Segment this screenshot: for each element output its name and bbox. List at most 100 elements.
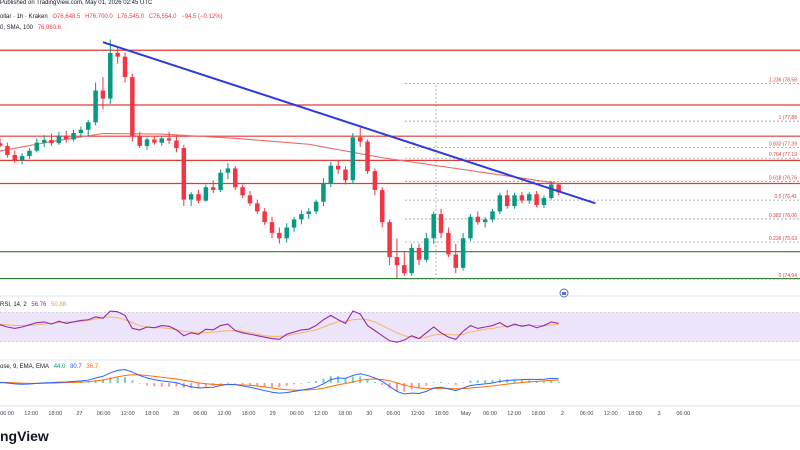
price-candle xyxy=(203,184,209,202)
candle-body xyxy=(291,219,297,228)
macd-v3: 36.7 xyxy=(86,364,99,370)
macd-histogram-bar xyxy=(271,383,273,388)
candle-body xyxy=(49,139,54,144)
candle-body xyxy=(534,194,539,205)
macd-histogram-bar xyxy=(366,379,369,383)
x-tick-label: 06:00 xyxy=(97,411,111,417)
sma-label[interactable]: 0, SMA, 100 xyxy=(0,25,34,31)
time-axis: 06:00 12:00 18:00 27 06:00 12:00 18:00 28 06:00 1… xyxy=(0,295,800,417)
x-tick-label: 30 xyxy=(366,411,372,417)
candle-body xyxy=(63,135,69,140)
macd-histogram-bar xyxy=(469,380,472,383)
price-candle xyxy=(247,190,253,207)
price-candle xyxy=(504,189,510,209)
candle-body xyxy=(71,132,76,140)
macd-histogram-bar xyxy=(138,383,141,384)
symbol-label[interactable]: ollar · 1h · Kraken xyxy=(0,14,48,20)
symbol-header: ollar · 1h · Kraken O76,648.5 H76,700.0 … xyxy=(0,14,226,20)
candle-body xyxy=(255,203,260,212)
macd-histogram-bar xyxy=(395,383,398,392)
candle-body xyxy=(262,211,267,223)
price-candle xyxy=(5,142,10,158)
macd-histogram-bar xyxy=(293,383,296,385)
price-candle xyxy=(210,180,216,194)
price-candle xyxy=(12,150,17,164)
macd-histogram-bar xyxy=(116,376,119,383)
candle-body xyxy=(34,142,40,151)
x-tick-label: 18:00 xyxy=(628,411,642,417)
fib-label: 0.5 (76,41 xyxy=(774,194,797,200)
candle-body xyxy=(41,139,47,143)
macd-histogram-bar xyxy=(454,383,457,385)
ohlc-close: C76,554.0 xyxy=(148,14,177,20)
ohlc-high: H76,700.0 xyxy=(85,14,113,20)
candle-body xyxy=(335,165,341,170)
candle-body xyxy=(541,197,547,205)
lock-icon[interactable] xyxy=(559,288,569,298)
price-candle xyxy=(269,216,275,239)
candle-body xyxy=(446,232,451,255)
macd-signal-line xyxy=(0,374,559,391)
candle-body xyxy=(19,156,25,161)
x-tick-label: 06:00 xyxy=(580,411,594,417)
price-candle xyxy=(343,166,348,185)
macd-pane xyxy=(0,369,560,395)
published-line: Published on TradingView.com, May 01, 20… xyxy=(0,0,155,6)
x-tick-label: 12:00 xyxy=(217,411,231,417)
macd-histogram-bar xyxy=(381,383,384,385)
macd-histogram-bar xyxy=(300,383,303,384)
candle-body xyxy=(350,137,356,181)
rsi-ma-value: 50.88 xyxy=(51,302,67,308)
ohlc-change: −94.5 (−0.12%) xyxy=(181,14,223,20)
candle-body xyxy=(240,187,245,196)
macd-line xyxy=(0,369,559,395)
candle-body xyxy=(402,265,407,274)
candle-body xyxy=(453,254,458,268)
candle-body xyxy=(490,211,495,220)
price-candle xyxy=(460,232,466,271)
price-candle xyxy=(534,190,539,208)
price-candle xyxy=(527,192,532,204)
macd-histogram-bar xyxy=(101,379,104,383)
price-candle xyxy=(71,129,76,142)
macd-histogram-bar xyxy=(432,382,435,384)
price-candle xyxy=(188,192,194,207)
x-tick-label: 06:00 xyxy=(193,411,207,417)
macd-histogram-bar xyxy=(484,380,487,383)
rsi-pane xyxy=(0,310,800,343)
price-candle xyxy=(512,192,517,209)
candle-body xyxy=(188,194,194,200)
price-candle xyxy=(328,161,334,188)
price-candle xyxy=(41,135,47,147)
macd-histogram-bar xyxy=(337,376,340,383)
x-tick-label: 06:00 xyxy=(0,411,14,417)
macd-v2: 80.7 xyxy=(70,364,82,370)
candle-body xyxy=(321,183,326,202)
candle-body xyxy=(137,136,142,146)
macd-histogram-bar xyxy=(197,383,200,389)
macd-histogram-bar xyxy=(175,383,178,387)
candle-body xyxy=(460,238,466,268)
candle-body xyxy=(556,184,561,193)
rsi-label[interactable]: RSI, 14, 2 xyxy=(0,302,27,308)
candle-body xyxy=(372,171,378,190)
price-candle xyxy=(137,131,142,149)
candle-body xyxy=(482,219,488,223)
macd-label[interactable]: ose, 9, EMA, EMA xyxy=(0,364,50,370)
macd-histogram-bar xyxy=(219,383,222,384)
fib-label: 0 (74,94 xyxy=(779,273,798,279)
candle-body xyxy=(527,194,532,201)
candle-body xyxy=(357,137,363,142)
price-candle xyxy=(431,211,436,244)
macd-histogram-bar xyxy=(373,381,376,383)
price-candle xyxy=(34,138,40,153)
candle-body xyxy=(0,143,3,146)
x-tick-label: May xyxy=(461,411,472,417)
fib-label: 0.832 (77,39 xyxy=(769,141,797,147)
candle-body xyxy=(269,222,275,233)
price-candle xyxy=(152,135,157,145)
macd-v1: 44.0 xyxy=(53,364,66,370)
candle-body xyxy=(86,122,91,130)
candle-body xyxy=(115,52,120,57)
macd-histogram-bar xyxy=(160,383,163,387)
